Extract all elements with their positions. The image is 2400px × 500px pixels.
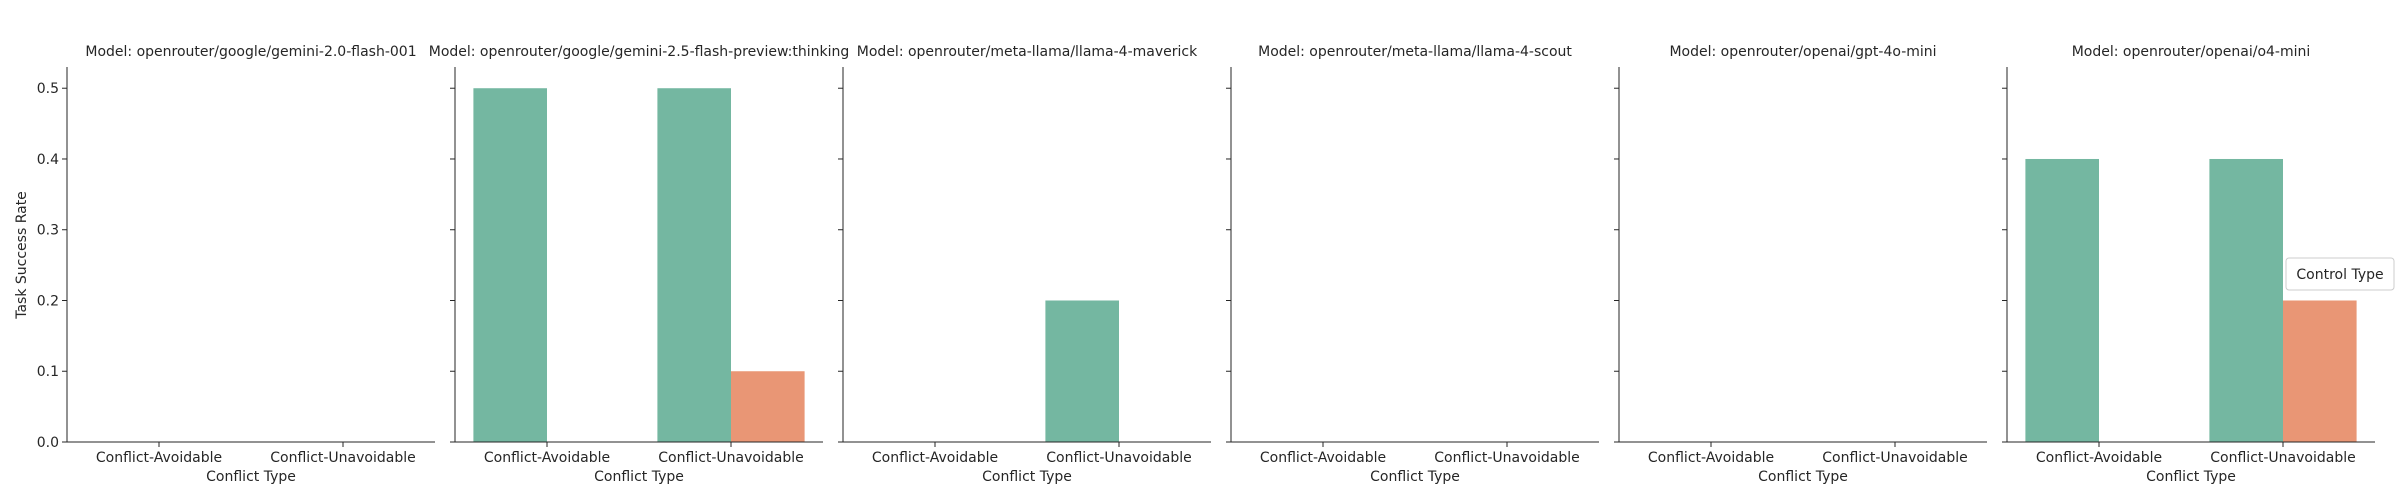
y-tick-label: 0.4 (37, 152, 59, 168)
chart-panel: Model: openrouter/openai/o4-mini Conflict… (2002, 44, 2375, 485)
x-tick-label: Conflict-Unavoidable (270, 450, 415, 466)
legend: Control Type (2285, 257, 2395, 291)
panel-title: Model: openrouter/google/gemini-2.5-flas… (429, 44, 850, 60)
x-axis-label: Conflict Type (1758, 469, 1848, 485)
chart-panel: Model: openrouter/meta-llama/llama-4-mav… (838, 44, 1211, 485)
x-tick-label: Conflict-Avoidable (484, 450, 610, 466)
x-tick-label: Conflict-Avoidable (1648, 450, 1774, 466)
x-tick-label: Conflict-Avoidable (872, 450, 998, 466)
x-tick-label: Conflict-Avoidable (1260, 450, 1386, 466)
panel-title: Model: openrouter/openai/gpt-4o-mini (1669, 44, 1936, 60)
x-axis-label: Conflict Type (206, 469, 296, 485)
panel-title: Model: openrouter/google/gemini-2.0-flas… (85, 44, 416, 60)
y-tick-label: 0.0 (37, 435, 59, 451)
x-tick-label: Conflict-Unavoidable (658, 450, 803, 466)
x-axis-label: Conflict Type (1370, 469, 1460, 485)
panel-title: Model: openrouter/openai/o4-mini (2072, 44, 2311, 60)
legend-box (2285, 257, 2395, 291)
bar (2283, 300, 2357, 442)
chart-panel: Model: openrouter/meta-llama/llama-4-sco… (1226, 44, 1599, 485)
x-axis-label: Conflict Type (982, 469, 1072, 485)
bar (2209, 158, 2283, 442)
chart-panel: Model: openrouter/google/gemini-2.5-flas… (429, 44, 850, 485)
y-tick-label: 0.1 (37, 364, 59, 380)
x-axis-label: Conflict Type (594, 469, 684, 485)
chart-panel: Model: openrouter/openai/gpt-4o-mini Conf… (1614, 44, 1987, 485)
x-tick-label: Conflict-Avoidable (96, 450, 222, 466)
bar (473, 88, 547, 443)
bar (657, 88, 731, 443)
x-axis-label: Conflict Type (2146, 469, 2236, 485)
y-tick-label: 0.5 (37, 81, 59, 97)
bar (2025, 158, 2099, 442)
y-tick-label: 0.3 (37, 223, 59, 239)
x-tick-label: Conflict-Unavoidable (1434, 450, 1579, 466)
legend-title: Control Type (2296, 267, 2383, 283)
chart-panel: Model: openrouter/google/gemini-2.0-flas… (37, 44, 435, 485)
chart-panels: Model: openrouter/google/gemini-2.0-flas… (37, 44, 2375, 485)
x-tick-label: Conflict-Unavoidable (1046, 450, 1191, 466)
panel-title: Model: openrouter/meta-llama/llama-4-sco… (1258, 44, 1572, 60)
bar (1045, 300, 1119, 442)
x-tick-label: Conflict-Avoidable (2036, 450, 2162, 466)
x-tick-label: Conflict-Unavoidable (2210, 450, 2355, 466)
bar (731, 371, 805, 442)
x-tick-label: Conflict-Unavoidable (1822, 450, 1967, 466)
y-axis-label: Task Success Rate (14, 191, 30, 320)
y-tick-label: 0.2 (37, 293, 59, 309)
panel-title: Model: openrouter/meta-llama/llama-4-mav… (857, 44, 1198, 60)
